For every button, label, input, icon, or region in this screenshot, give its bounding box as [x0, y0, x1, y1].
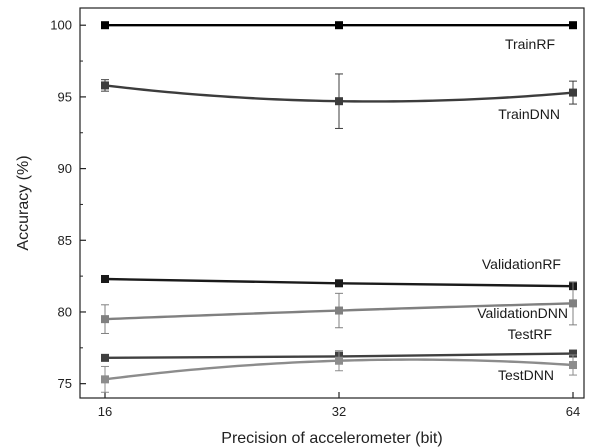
data-point-validationrf: [101, 274, 109, 283]
y-tick-label: 90: [58, 161, 72, 176]
data-point-trainrf: [569, 21, 577, 30]
data-point-testdnn: [335, 356, 343, 365]
y-tick-label: 75: [58, 376, 72, 391]
y-axis-title: Accuracy (%): [15, 155, 32, 250]
series-traindnn: [101, 73, 577, 129]
y-tick-label: 95: [58, 89, 72, 104]
axes: 75 80 85 90 95 100 16 32 64: [50, 7, 585, 419]
data-point-testrf: [569, 349, 577, 358]
x-tick-label: 32: [332, 404, 346, 419]
data-point-traindnn: [569, 88, 577, 97]
series-labels: TrainRF TrainDNN ValidationRF ValidationDNN…: [477, 36, 568, 383]
series-label-validationrf: ValidationRF: [482, 256, 561, 272]
data-point-testdnn: [101, 375, 109, 384]
data-point-validationdnn: [569, 299, 577, 308]
x-tick-label: 16: [98, 404, 112, 419]
data-point-testrf: [101, 353, 109, 362]
series-validationdnn: [101, 281, 577, 334]
x-tick-label: 64: [566, 404, 580, 419]
plot-frame: [79, 7, 585, 399]
data-point-validationdnn: [335, 306, 343, 315]
data-point-trainrf: [335, 21, 343, 30]
data-point-traindnn: [335, 97, 343, 106]
data-point-validationdnn: [101, 315, 109, 324]
series-layer: [101, 21, 577, 393]
y-tick-label: 85: [58, 233, 72, 248]
series-label-testdnn: TestDNN: [498, 367, 554, 383]
series-validationrf: [101, 274, 577, 291]
y-tick-label: 80: [58, 304, 72, 319]
y-tick-label: 100: [50, 18, 72, 33]
data-point-testdnn: [569, 361, 577, 370]
data-point-validationrf: [335, 279, 343, 288]
series-label-validationdnn: ValidationDNN: [477, 305, 568, 321]
series-label-testrf: TestRF: [508, 326, 552, 342]
x-axis-title: Precision of accelerometer (bit): [221, 430, 442, 447]
series-label-trainrf: TrainRF: [505, 36, 555, 52]
series-trainrf: [101, 21, 577, 30]
data-point-traindnn: [101, 81, 109, 90]
series-label-traindnn: TrainDNN: [498, 106, 560, 122]
data-point-trainrf: [101, 21, 109, 30]
series-testdnn: [101, 350, 577, 393]
